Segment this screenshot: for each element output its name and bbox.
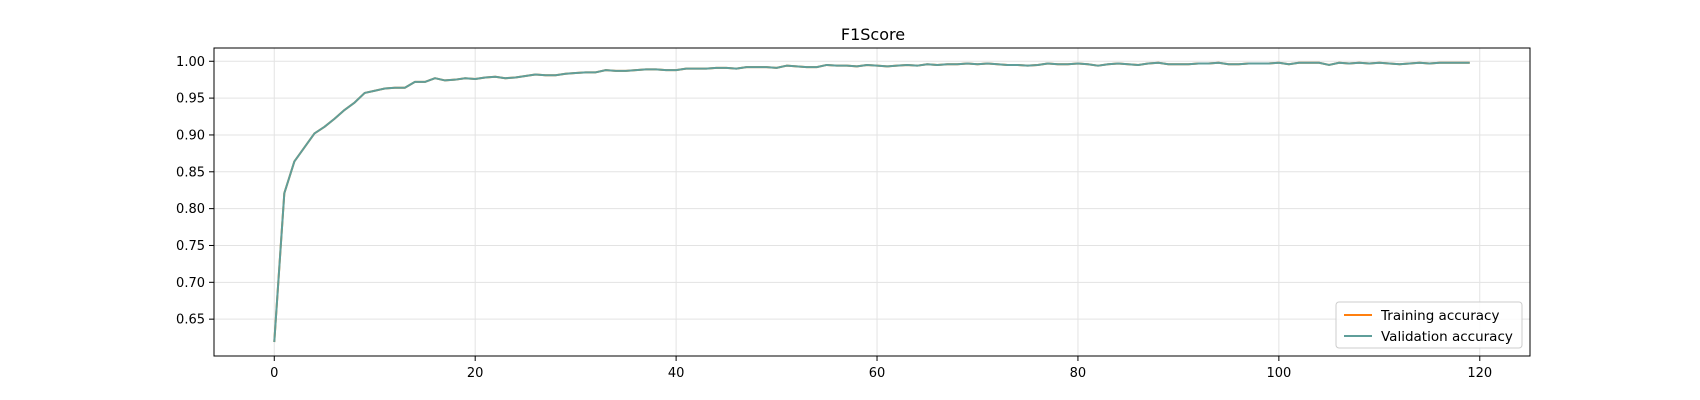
x-tick-label: 40 [668, 366, 685, 381]
y-tick-label: 0.75 [176, 239, 205, 254]
x-tick-label: 120 [1467, 366, 1492, 381]
x-tick-label: 20 [467, 366, 484, 381]
chart-title: F1Score [841, 25, 905, 44]
plot-frame [213, 47, 1531, 357]
y-tick-label: 0.95 [176, 92, 205, 107]
y-tick-label: 0.80 [176, 202, 205, 217]
x-tick-label: 0 [270, 366, 278, 381]
x-tick-label: 80 [1070, 366, 1087, 381]
x-tick-label: 60 [869, 366, 886, 381]
y-tick-label: 0.70 [176, 276, 205, 291]
y-tick-label: 0.90 [176, 128, 205, 143]
grid-layer [214, 48, 1530, 356]
legend-label-training-accuracy: Training accuracy [1380, 308, 1499, 324]
legend: Training accuracy Validation accuracy [1335, 301, 1523, 349]
y-tick-label: 1.00 [176, 55, 205, 70]
series-line-validation-accuracy [273, 61, 1470, 343]
x-tick-label: 100 [1266, 366, 1291, 381]
legend-box [1335, 301, 1523, 349]
legend-label-validation-accuracy: Validation accuracy [1381, 329, 1513, 345]
y-tick-label: 0.65 [176, 313, 205, 328]
tick-layer: 0 20 40 60 80 100 120 0.65 0.70 0.75 0.80 0.85 0.90 0… [176, 55, 1492, 381]
y-tick-label: 0.85 [176, 165, 205, 180]
series-layer [273, 61, 1470, 343]
